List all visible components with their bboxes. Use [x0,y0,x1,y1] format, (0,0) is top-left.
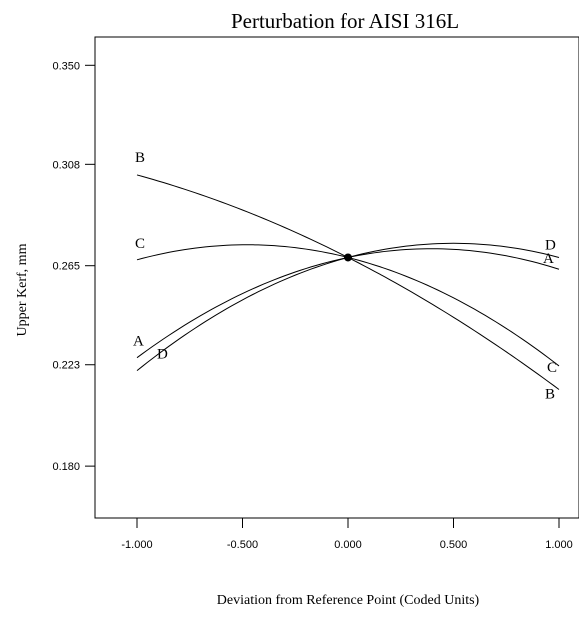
y-tick-label: 0.350 [52,60,80,72]
series-line-d [136,242,560,372]
x-axis: -1.000 -0.500 0.000 0.500 1.000 [121,518,573,551]
x-tick-label: 0.000 [334,539,362,551]
series-label-right: A [543,251,554,267]
series-line-c [136,244,560,367]
series-lines [136,174,560,390]
chart-title: Perturbation for AISI 316L [231,9,459,33]
series-label-left: B [135,150,145,166]
y-tick-label: 0.265 [52,261,80,273]
series-label-right: B [545,386,555,402]
series-label-left: D [157,347,168,363]
series-label-right: D [545,237,556,253]
series-label-right: C [547,360,557,376]
y-tick-label: 0.308 [52,159,80,171]
x-tick-label: 1.000 [545,539,573,551]
y-axis-label: Upper Kerf, mm [15,243,30,336]
series-line-b [136,174,560,390]
series-label-left: A [133,334,144,350]
series-line-a [136,248,560,359]
y-tick-label: 0.223 [52,360,80,372]
reference-point-marker [344,253,352,262]
x-axis-label: Deviation from Reference Point (Coded Un… [217,593,480,608]
y-axis: 0.180 0.223 0.265 0.308 0.350 [52,60,95,473]
plot-frame [94,36,579,519]
x-tick-label: -1.000 [121,539,152,551]
y-tick-label: 0.180 [52,461,80,473]
x-tick-label: 0.500 [440,539,468,551]
series-label-left: C [135,236,145,252]
x-tick-label: -0.500 [227,539,258,551]
